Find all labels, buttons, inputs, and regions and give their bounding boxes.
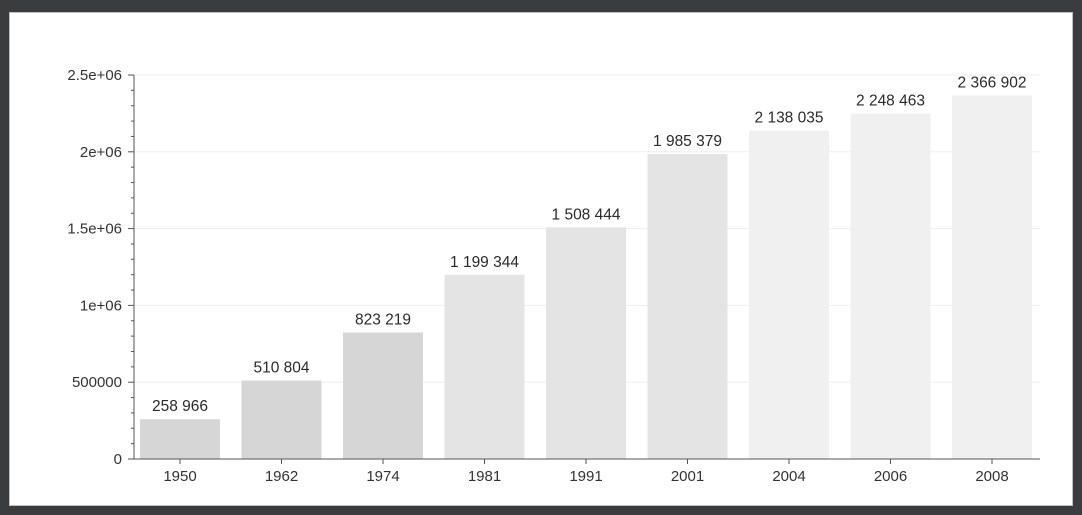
x-tick-label-2006: 2006	[874, 468, 907, 485]
data-label-1981: 1 199 344	[450, 254, 519, 271]
x-tick-label-1981: 1981	[468, 468, 501, 485]
chart-frame: 0 500000 1e+06 1.5e+06 2e+06 2.5e+06 1950 258 9…	[9, 12, 1073, 506]
bar-2006	[850, 113, 931, 460]
bars-layer	[140, 95, 1032, 460]
x-tick-label-1991: 1991	[569, 468, 602, 485]
x-tick-label-2004: 2004	[772, 468, 805, 485]
bar-1981	[444, 274, 525, 459]
y-tick-label-3: 1.5e+06	[67, 221, 122, 238]
data-label-2004: 2 138 035	[755, 110, 824, 127]
y-tick-label-1: 500000	[72, 374, 122, 391]
bar-2008	[952, 95, 1032, 460]
bar-1974	[343, 332, 423, 459]
data-label-1962: 510 804	[253, 360, 309, 377]
x-tick-label-2008: 2008	[975, 468, 1008, 485]
x-tick-label-1974: 1974	[366, 468, 399, 485]
x-tick-label-2001: 2001	[671, 468, 704, 485]
y-tick-label-0: 0	[114, 451, 122, 468]
data-label-2006: 2 248 463	[856, 93, 925, 110]
bar-2001	[647, 154, 728, 460]
data-label-2008: 2 366 902	[958, 74, 1027, 91]
y-tick-label-5: 2.5e+06	[67, 67, 122, 84]
y-tick-label-4: 2e+06	[80, 144, 122, 161]
bar-chart: 0 500000 1e+06 1.5e+06 2e+06 2.5e+06 1950 258 9…	[67, 67, 1040, 485]
data-label-2001: 1 985 379	[653, 133, 722, 150]
data-label-1991: 1 508 444	[552, 206, 621, 223]
bar-1962	[241, 380, 322, 459]
x-tick-label-1962: 1962	[265, 468, 298, 485]
y-tick-label-2: 1e+06	[80, 297, 122, 314]
labels-layer: 0 500000 1e+06 1.5e+06 2e+06 2.5e+06 1950 258 9…	[67, 67, 1026, 485]
data-label-1974: 823 219	[355, 312, 411, 329]
x-tick-label-1950: 1950	[163, 468, 196, 485]
bar-1950	[140, 419, 220, 459]
bar-1991	[546, 227, 626, 459]
axes-layer	[128, 74, 1040, 464]
data-label-1950: 258 966	[152, 398, 208, 415]
bar-2004	[749, 130, 829, 459]
